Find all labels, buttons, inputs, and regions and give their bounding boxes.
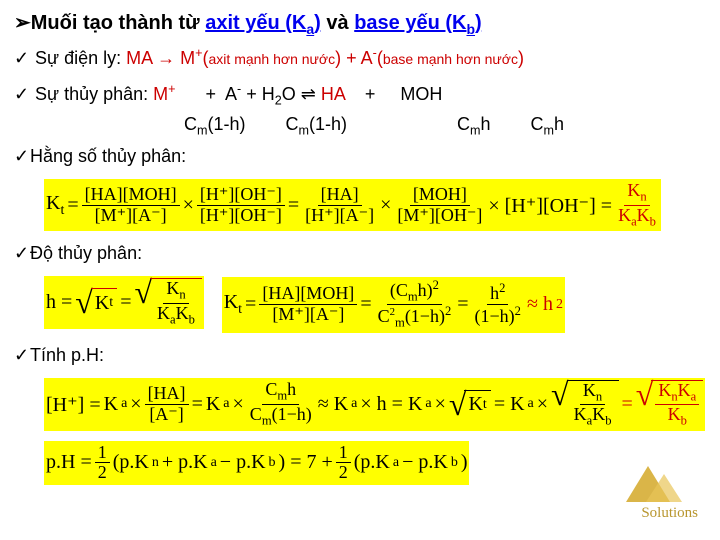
- ph-formula-2: p.H = 12 (p.Kn + p.Ka − p.Kb ) = 7 + 12 …: [44, 441, 706, 486]
- hydrolysis-constant-label: Hằng số thủy phân:: [14, 144, 706, 169]
- kt-formula: Kt = [HA][MOH][M⁺][A⁻] × [H⁺][OH⁻][H⁺][O…: [44, 179, 706, 231]
- hydrolysis-line: Sự thủy phân: M+ + A- + H2O ⇌ HA + MOH: [14, 81, 706, 110]
- ionization-line: Sự điện ly: MA → M+(axit mạnh hơn nước) …: [14, 45, 706, 71]
- page-title: ➢Muối tạo thành từ axit yếu (Ka) và base…: [14, 10, 706, 37]
- bullet: ➢: [14, 12, 31, 34]
- ph-label: Tính p.H:: [14, 343, 706, 368]
- h-formula: h = √Kt = √ KnKaKb Kt = [HA][MOH][M⁺][A⁻…: [44, 276, 706, 332]
- solutions-label: Solutions: [641, 505, 698, 522]
- ph-formula-1: [H⁺] = Ka × [HA][A⁻] = Ka × Cmh Cm(1−h) …: [44, 378, 706, 431]
- logo-triangle-2: [646, 474, 682, 502]
- concentration-row: Cm(1-h) Cm(1-h) Cmh Cmh: [184, 114, 706, 138]
- hydrolysis-degree-label: Độ thủy phân:: [14, 241, 706, 266]
